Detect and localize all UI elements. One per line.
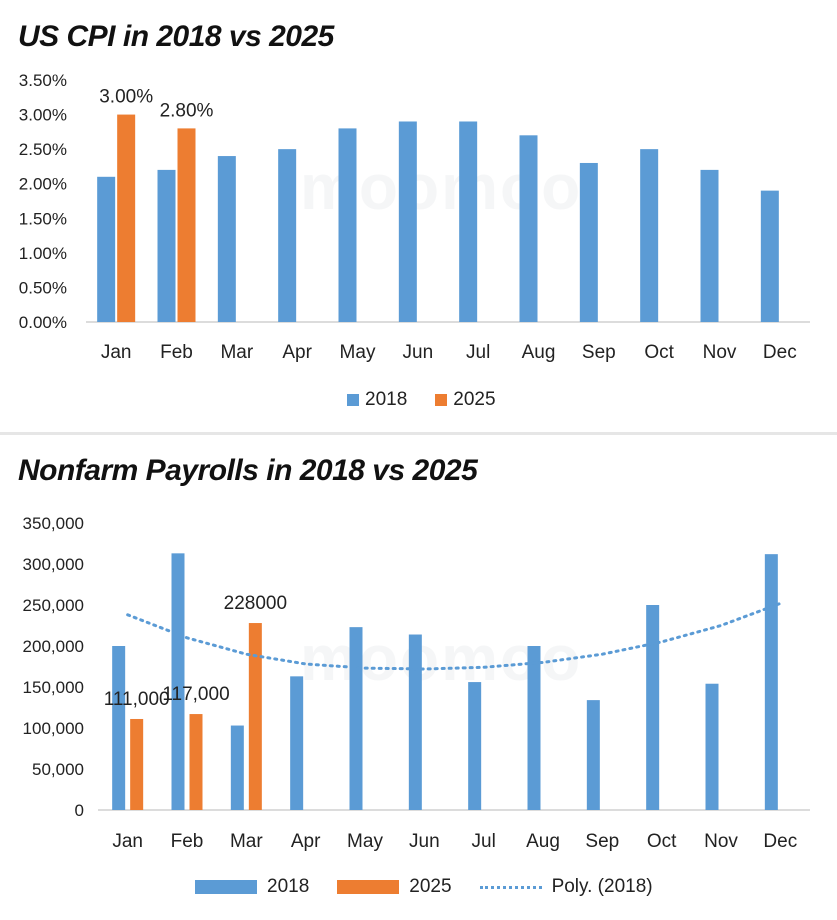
legend-item-2025: 2025 [435,389,496,411]
bar-2018-feb [157,169,176,322]
y-tick-label: 2.50% [19,140,67,159]
x-tick-label: Feb [160,342,193,363]
trendline-poly-2018 [126,601,782,671]
bar-2018-may [338,128,357,322]
y-tick-label: 300,000 [23,555,84,574]
legend-item-2018: 2018 [195,876,309,898]
legend-item-2018: 2018 [347,389,407,411]
legend-swatch-2025 [435,394,448,406]
legend-item-2025: 2025 [337,876,452,898]
x-tick-label: Apr [291,831,321,852]
legend-label-2018: 2018 [267,876,310,897]
data-label: 228000 [224,593,287,614]
bar-2018-oct [640,149,659,322]
x-tick-label: Mar [220,342,253,363]
bar-2025-feb [189,714,203,810]
bar-2018-jan [112,646,126,810]
x-tick-label: Sep [585,831,619,852]
bar-2018-nov [705,683,719,810]
bar-2025-jan [117,114,136,322]
x-tick-label: Aug [526,831,560,852]
x-tick-label: Oct [644,342,674,363]
y-tick-label: 2.00% [19,175,67,194]
bar-2018-jul [468,682,482,810]
bar-2018-dec [764,554,778,810]
bar-2018-nov [700,169,719,322]
payrolls-chart-title: Nonfarm Payrolls in 2018 vs 2025 [18,454,478,487]
data-label: 2.80% [160,100,214,121]
y-tick-label: 350,000 [23,514,84,533]
x-tick-label: Aug [522,342,556,363]
x-tick-label: Jan [101,342,132,363]
bar-2018-aug [519,135,538,322]
bar-2025-jan [130,718,144,810]
bar-2025-feb [177,128,196,322]
x-tick-label: Feb [171,831,204,852]
bar-2018-jul [459,121,478,322]
panel-divider [0,432,837,435]
x-tick-label: Oct [647,831,677,852]
payrolls-chart-panel: Nonfarm Payrolls in 2018 vs 2025 moomoo … [0,436,837,920]
bar-2018-mar [230,725,244,810]
x-tick-label: Jun [403,342,434,363]
bar-2018-sep [586,700,600,810]
payrolls-chart-plot: 0 50,000 100,000 150,000 200,000 250,000 300,0… [23,514,810,852]
x-tick-label: Jan [112,831,143,852]
y-tick-label: 0 [75,801,84,820]
y-tick-label: 250,000 [23,596,84,615]
legend-label-2018: 2018 [365,389,408,410]
x-tick-label: Jun [409,831,440,852]
bar-2018-aug [527,646,541,810]
legend-swatch-2025 [337,880,400,894]
data-label: 117,000 [162,684,229,705]
y-tick-label: 0.50% [19,278,67,297]
bar-2025-mar [248,623,262,810]
y-tick-label: 50,000 [32,760,84,779]
cpi-chart-panel: US CPI in 2018 vs 2025 moomoo 0.00% 0.50%… [0,0,837,432]
bar-2018-apr [290,676,304,810]
cpi-chart-title: US CPI in 2018 vs 2025 [18,20,334,53]
y-tick-label: 3.00% [19,106,67,125]
legend-item-trendline: Poly. (2018) [479,876,653,898]
x-tick-label: Dec [763,342,797,363]
legend-label-2025: 2025 [409,876,452,897]
data-label: 111,000 [104,689,170,710]
bar-2018-jan [97,176,116,322]
legend-swatch-trendline [479,885,542,889]
y-tick-label: 1.00% [19,244,67,263]
cpi-chart-plot: 0.00% 0.50% 1.00% 1.50% 2.00% 2.50% 3.00% 3.50%… [19,71,810,363]
legend-swatch-2018 [347,394,359,406]
x-tick-label: Jul [466,342,490,363]
x-tick-label: Nov [703,342,737,363]
bar-2018-dec [760,190,779,322]
x-tick-label: Jul [472,831,496,852]
bar-2018-apr [278,149,297,322]
y-tick-label: 3.50% [19,71,67,90]
data-label: 3.00% [99,87,153,108]
y-tick-label: 150,000 [23,678,84,697]
x-tick-label: Nov [704,831,738,852]
bar-2018-mar [217,156,236,322]
cpi-legend: 2018 2025 [347,389,524,411]
bar-2018-jun [398,121,417,322]
x-tick-label: May [340,342,376,363]
legend-swatch-2018 [195,880,257,894]
bar-2018-oct [646,605,660,810]
bar-2018-jun [408,634,422,810]
legend-label-2025: 2025 [453,389,496,410]
bar-2018-sep [579,162,598,322]
legend-label-trendline: Poly. (2018) [551,876,653,897]
y-tick-label: 0.00% [19,313,67,332]
y-tick-label: 1.50% [19,209,67,228]
bar-2018-feb [171,553,185,810]
x-tick-label: Dec [763,831,797,852]
x-tick-label: Sep [582,342,616,363]
x-tick-label: Apr [282,342,312,363]
x-tick-label: May [347,831,383,852]
x-tick-label: Mar [230,831,263,852]
bar-2018-may [349,627,363,810]
y-tick-label: 100,000 [23,719,84,738]
payrolls-legend: 2018 2025 Poly. (2018) [195,876,681,898]
y-tick-label: 200,000 [23,637,84,656]
